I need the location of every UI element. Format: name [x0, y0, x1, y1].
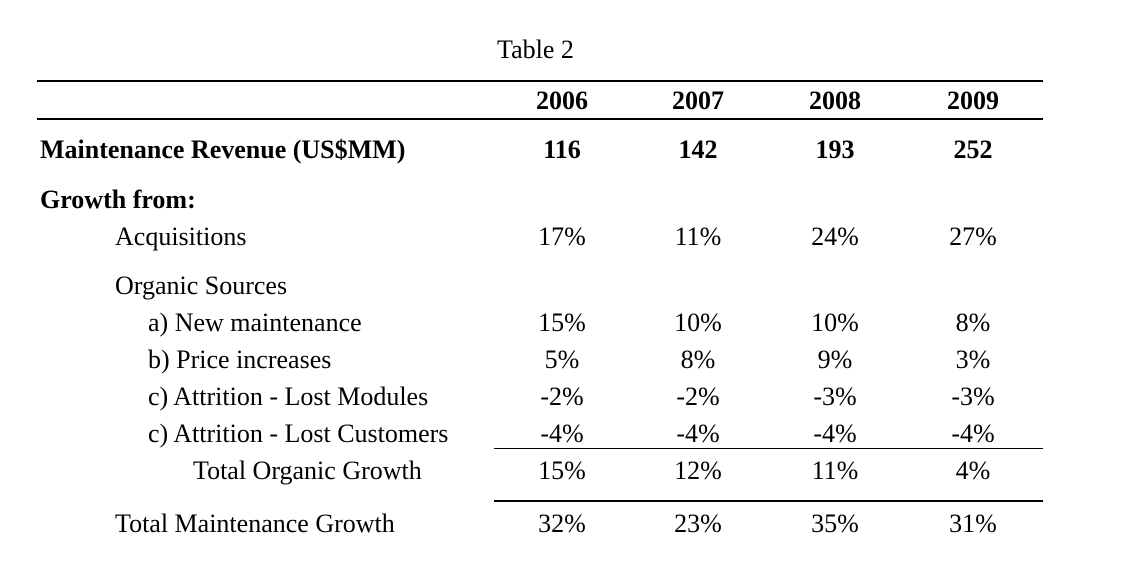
total-organic-2007: 12%	[674, 456, 722, 485]
subtotal-rule	[494, 448, 1043, 449]
year-header-2007: 2007	[672, 86, 724, 115]
lost-modules-2006: -2%	[540, 382, 584, 411]
top-rule	[37, 80, 1043, 82]
total-organic-2009: 4%	[955, 456, 991, 485]
revenue-2006: 116	[543, 135, 581, 164]
acquisitions-2008: 24%	[811, 222, 859, 251]
total-maintenance-2007: 23%	[674, 509, 722, 538]
price-increases-2009: 3%	[955, 345, 991, 374]
revenue-2007: 142	[678, 135, 718, 164]
lost-customers-label: c) Attrition - Lost Customers	[148, 419, 449, 448]
price-increases-2006: 5%	[544, 345, 580, 374]
new-maintenance-2006: 15%	[538, 308, 586, 337]
lost-customers-2007: -4%	[676, 419, 720, 448]
lost-modules-2008: -3%	[813, 382, 857, 411]
year-header-2009: 2009	[947, 86, 999, 115]
acquisitions-2009: 27%	[949, 222, 997, 251]
price-increases-2008: 9%	[817, 345, 853, 374]
revenue-label: Maintenance Revenue (US$MM)	[40, 135, 406, 164]
total-maintenance-2009: 31%	[949, 509, 997, 538]
price-increases-2007: 8%	[680, 345, 716, 374]
acquisitions-2007: 11%	[674, 222, 722, 251]
total-organic-2008: 11%	[811, 456, 859, 485]
growth-from-label: Growth from:	[40, 185, 196, 214]
acquisitions-label: Acquisitions	[115, 222, 247, 251]
total-rule	[494, 500, 1043, 502]
lost-customers-2006: -4%	[540, 419, 584, 448]
acquisitions-2006: 17%	[538, 222, 586, 251]
total-maintenance-label: Total Maintenance Growth	[115, 509, 395, 538]
total-organic-2006: 15%	[538, 456, 586, 485]
new-maintenance-2008: 10%	[811, 308, 859, 337]
revenue-2008: 193	[815, 135, 855, 164]
lost-modules-2007: -2%	[676, 382, 720, 411]
new-maintenance-2007: 10%	[674, 308, 722, 337]
new-maintenance-label: a) New maintenance	[148, 308, 362, 337]
total-organic-label: Total Organic Growth	[193, 456, 422, 485]
total-maintenance-2006: 32%	[538, 509, 586, 538]
lost-customers-2009: -4%	[951, 419, 995, 448]
lost-customers-2008: -4%	[813, 419, 857, 448]
year-header-2006: 2006	[536, 86, 588, 115]
organic-sources-label: Organic Sources	[115, 271, 288, 300]
year-header-2008: 2008	[809, 86, 861, 115]
header-rule	[37, 118, 1043, 120]
new-maintenance-2009: 8%	[955, 308, 991, 337]
price-increases-label: b) Price increases	[148, 345, 332, 374]
lost-modules-label: c) Attrition - Lost Modules	[148, 382, 429, 411]
lost-modules-2009: -3%	[951, 382, 995, 411]
total-maintenance-2008: 35%	[811, 509, 859, 538]
revenue-2009: 252	[953, 135, 993, 164]
table-caption: Table 2	[497, 35, 574, 64]
